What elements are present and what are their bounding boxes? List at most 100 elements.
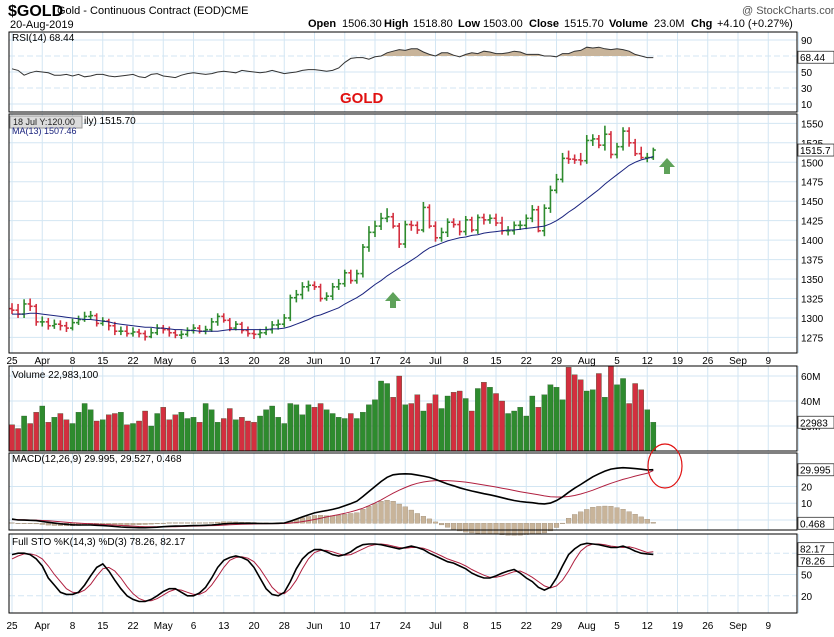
volume-label: Volume xyxy=(609,18,648,30)
x-tick-label: 22 xyxy=(521,621,533,632)
price-bar xyxy=(15,303,21,318)
rsi-tick: 10 xyxy=(801,100,813,111)
description: Gold - Continuous Contract (EOD) xyxy=(57,5,225,17)
volume-bar xyxy=(450,392,457,452)
macd-histogram-bar xyxy=(451,523,457,530)
macd-legend: MACD(12,26,9) 29.995, 29.527, 0.468 xyxy=(12,454,182,465)
price-bar xyxy=(378,212,384,230)
x-tick-label: 15 xyxy=(490,356,502,367)
x-tick-label: 8 xyxy=(463,621,469,632)
macd-histogram-bar xyxy=(136,523,142,525)
price-bar xyxy=(390,212,396,229)
macd-line xyxy=(11,466,654,529)
volume-tick: 60M xyxy=(801,372,820,383)
price-bar xyxy=(45,317,51,330)
macd-histogram-bar xyxy=(196,522,203,524)
sto-k-line xyxy=(11,542,654,603)
price-bar xyxy=(191,324,196,334)
x-tick-label: 22 xyxy=(521,356,533,367)
macd-histogram-bar xyxy=(178,522,184,524)
price-bar xyxy=(475,214,481,234)
x-tick-label: 17 xyxy=(369,356,381,367)
price-bar xyxy=(517,220,523,230)
price-bar xyxy=(275,319,281,330)
x-tick-label: 12 xyxy=(642,356,654,367)
price-bar xyxy=(354,269,360,284)
ma13-line xyxy=(12,156,654,332)
macd-histogram-bar xyxy=(408,509,414,524)
sto-tick: 20 xyxy=(801,592,813,603)
price-bar xyxy=(445,218,451,238)
x-axis-bottom: 25 Apr 8 15 22 May 6 13 20 28 Jun 10 17 24 Jul 8 15 22 29 A… xyxy=(6,621,771,632)
volume-bar xyxy=(360,412,366,452)
volume-bar xyxy=(39,405,46,452)
macd-histogram-bar xyxy=(190,522,197,524)
price-bar xyxy=(529,205,535,223)
volume-bar xyxy=(100,419,106,452)
macd-histogram-bar xyxy=(390,501,396,524)
price-bar xyxy=(221,313,227,323)
volume-bar xyxy=(469,410,475,452)
x-tick-label: 8 xyxy=(70,621,76,632)
volume-bar xyxy=(208,409,215,452)
low-label: Low xyxy=(458,18,480,30)
macd-histogram-bar xyxy=(324,515,330,524)
volume-bar xyxy=(644,409,651,452)
sto-d-line xyxy=(11,543,654,602)
x-tick-label: Sep xyxy=(729,356,747,367)
volume-bar xyxy=(130,423,136,452)
x-tick-label: 24 xyxy=(400,621,412,632)
price-bar xyxy=(148,328,154,339)
macd-histogram-bar xyxy=(45,523,51,526)
price-bar xyxy=(414,221,420,234)
x-tick-label: 8 xyxy=(70,356,76,367)
macd-signal-line xyxy=(12,470,654,528)
macd-tick: 10 xyxy=(801,499,813,510)
x-tick-label: 22 xyxy=(127,356,139,367)
x-tick-label: 6 xyxy=(191,356,197,367)
x-tick-label: 10 xyxy=(339,621,351,632)
x-tick-label: 28 xyxy=(279,621,291,632)
rsi-frame xyxy=(8,31,798,113)
volume-bar xyxy=(420,410,427,452)
volume-bar xyxy=(444,395,451,452)
volume-bar xyxy=(257,415,263,452)
rsi-tick: 90 xyxy=(801,36,813,47)
macd-histogram-bar xyxy=(523,523,529,535)
price-bar xyxy=(63,321,69,332)
macd-histogram-bar xyxy=(130,523,136,526)
volume-bar xyxy=(166,419,173,452)
volume-bar xyxy=(148,425,154,452)
macd-histogram-bar xyxy=(420,516,426,524)
price-bar xyxy=(112,321,118,336)
macd-histogram-bar xyxy=(154,523,160,524)
x-tick-label: 26 xyxy=(702,356,714,367)
price-bar xyxy=(342,269,348,287)
volume-bar xyxy=(196,422,203,452)
price-bar xyxy=(596,135,602,149)
volume-bar xyxy=(9,424,15,452)
volume-bar xyxy=(251,422,257,452)
price-frame xyxy=(8,113,798,354)
volume-bar xyxy=(505,413,511,452)
price-bar xyxy=(408,220,414,231)
volume-value: 23.0M xyxy=(654,18,685,30)
sto-tick: 50 xyxy=(801,571,813,582)
x-tick-label: 15 xyxy=(490,621,502,632)
macd-histogram-bar xyxy=(584,509,590,524)
red-circle-icon xyxy=(647,443,683,489)
macd-histogram-bar xyxy=(493,523,499,535)
volume-bar xyxy=(227,408,233,452)
price-bar xyxy=(39,316,45,327)
macd-histogram-bar xyxy=(348,513,354,524)
rsi-tick: 30 xyxy=(801,84,813,95)
price-bar xyxy=(348,269,354,284)
macd-histogram-bar xyxy=(402,506,408,524)
macd-histogram-bar xyxy=(590,507,596,524)
volume-bar xyxy=(27,423,33,452)
volume-bar xyxy=(396,375,402,452)
stochastic-panel: 805020Full STO %K(14,3) %D(3) 78.26, 82.… xyxy=(8,533,834,614)
sto-frame xyxy=(8,533,798,614)
green-up-arrow-icon xyxy=(659,158,675,174)
